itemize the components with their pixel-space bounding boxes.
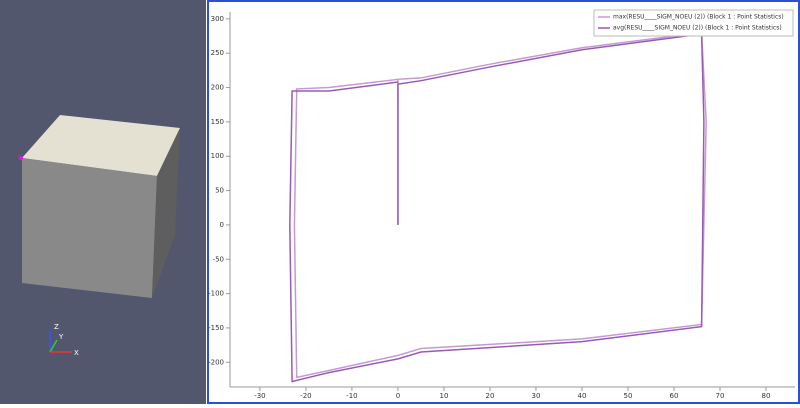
axis-label: Y xyxy=(58,333,64,341)
y-tick-label: 100 xyxy=(211,152,224,160)
y-tick-label: -50 xyxy=(213,255,224,263)
series-line xyxy=(289,33,705,383)
x-tick-label: 80 xyxy=(762,392,771,400)
x-tick-label: 10 xyxy=(439,392,448,400)
legend-label: avg(RESU____SIGM_NOEU (2)) (Block 1 : Po… xyxy=(613,25,782,32)
y-tick-label: 50 xyxy=(215,187,224,195)
x-tick-label: 60 xyxy=(670,392,679,400)
y-tick-label: 150 xyxy=(211,118,224,126)
x-tick-label: -30 xyxy=(254,392,265,400)
axis-label: X xyxy=(74,349,79,357)
axis-label: Z xyxy=(54,323,59,331)
x-tick-label: 20 xyxy=(485,392,494,400)
chart-view[interactable] xyxy=(207,0,800,404)
point-marker xyxy=(19,156,23,160)
x-tick-label: -20 xyxy=(300,392,311,400)
cube-front xyxy=(22,158,157,298)
y-tick-label: -200 xyxy=(208,358,224,366)
y-tick-label: 0 xyxy=(220,221,224,229)
y-tick-label: 250 xyxy=(211,49,224,57)
y-tick-label: 300 xyxy=(211,15,224,23)
x-tick-label: 40 xyxy=(578,392,587,400)
x-tick-label: 0 xyxy=(396,392,400,400)
x-tick-label: 70 xyxy=(716,392,725,400)
x-tick-label: 30 xyxy=(532,392,541,400)
cube-side xyxy=(152,128,180,298)
legend-box xyxy=(593,9,794,37)
y-tick-label: 200 xyxy=(211,84,224,92)
x-tick-label: -10 xyxy=(346,392,357,400)
cube-top xyxy=(22,115,180,176)
legend-label: max(RESU____SIGM_NOEU (2)) (Block 1 : Po… xyxy=(613,14,784,21)
y-axis xyxy=(49,339,58,353)
y-tick-label: -150 xyxy=(208,324,224,332)
series-line xyxy=(293,31,707,379)
y-tick-label: -100 xyxy=(208,290,224,298)
x-tick-label: 50 xyxy=(624,392,633,400)
